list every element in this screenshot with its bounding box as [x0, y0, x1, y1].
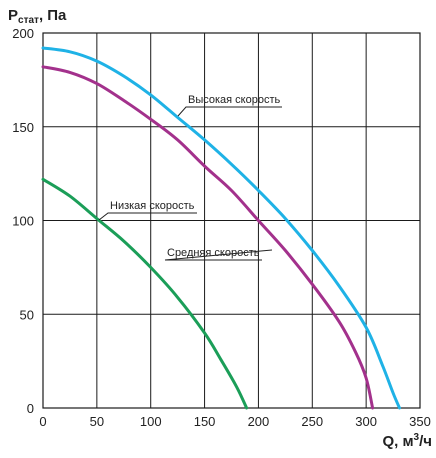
- x-tick-label: 200: [248, 414, 270, 429]
- x-tick-label: 50: [90, 414, 104, 429]
- tick-labels: 0 50 100 150 200 250 300 350 0 50 100 150 200: [12, 26, 431, 429]
- annotation-high-speed: Высокая скорость: [188, 94, 280, 106]
- annotation-leader-low-speed: [98, 212, 197, 221]
- annotation-leader-high-speed: [177, 106, 282, 117]
- annotation-medium-speed: Средняя скорость: [167, 247, 260, 259]
- x-axis-label: Q, м3/ч: [382, 432, 432, 450]
- plot-frame: [42, 32, 421, 409]
- series-line-low-speed: [41, 177, 249, 410]
- annotation-low-speed: Низкая скорость: [110, 200, 195, 212]
- y-tick-label: 100: [12, 214, 34, 229]
- y-tick-label: 50: [20, 307, 34, 322]
- x-tick-label: 0: [39, 414, 46, 429]
- x-tick-label: 350: [409, 414, 431, 429]
- series-line-high-speed: [41, 46, 401, 410]
- annotation-leader-medium-speed: [164, 249, 273, 261]
- y-tick-label: 150: [12, 120, 34, 135]
- x-tick-label: 150: [194, 414, 216, 429]
- annotations: Высокая скорость Средняя скорость Низкая с…: [98, 94, 282, 261]
- y-axis-label: Pстат, Па: [8, 7, 67, 26]
- y-tick-label: 200: [12, 26, 34, 41]
- series-lines: [41, 46, 401, 410]
- x-tick-label: 250: [301, 414, 323, 429]
- series-line-medium-speed: [41, 65, 375, 410]
- y-tick-label: 0: [27, 401, 34, 416]
- x-tick-label: 300: [355, 414, 377, 429]
- x-tick-label: 100: [140, 414, 162, 429]
